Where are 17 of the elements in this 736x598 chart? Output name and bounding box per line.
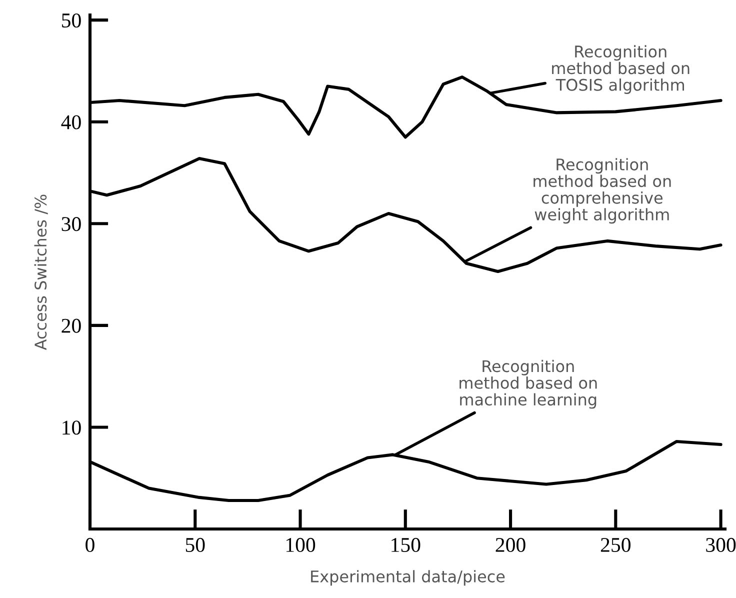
- series-label: Recognition method based on TOSIS algorithm: [552, 45, 690, 94]
- y-tick-label: 20: [62, 318, 81, 333]
- y-tick-label: 50: [62, 13, 81, 28]
- x-tick-label: 300: [706, 538, 736, 552]
- series-label: Recognition method based on comprehensive weight algorithm: [534, 158, 671, 224]
- x-tick-label: 200: [496, 538, 526, 552]
- x-axis-title: Experimental data/piece: [311, 570, 505, 586]
- text: Recognition method based on machine learning: [460, 360, 597, 409]
- x-tick-label: 250: [600, 538, 630, 552]
- y-axis-title: Access Switches /%: [34, 194, 48, 350]
- x-tick-label: 0: [86, 538, 94, 552]
- y-tick-label: 40: [61, 115, 81, 130]
- x-tick-label: 100: [286, 538, 316, 552]
- y-tick-label: 30: [62, 217, 81, 232]
- x-tick-label: 150: [392, 538, 420, 552]
- x-tick-label: 50: [186, 538, 205, 552]
- y-tick-label: 10: [62, 420, 81, 435]
